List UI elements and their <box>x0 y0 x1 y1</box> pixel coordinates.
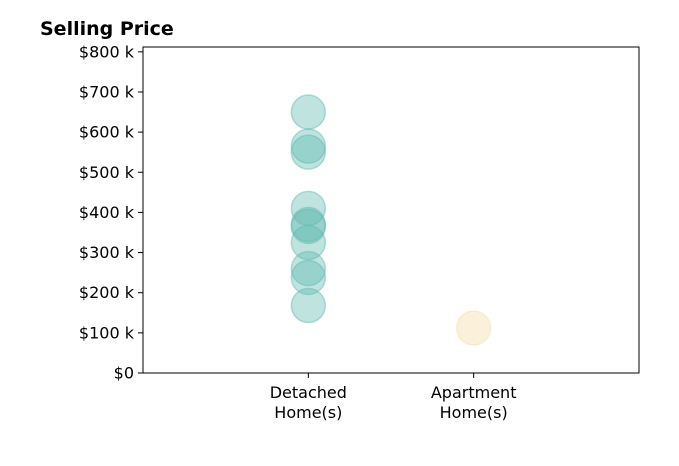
data-point-0-8 <box>290 259 327 296</box>
y-tick-label-5: $500 k <box>79 163 135 182</box>
data-point-1-0 <box>455 310 492 346</box>
y-tick-label-4: $400 k <box>79 203 135 222</box>
y-tick-label-3: $300 k <box>79 243 135 262</box>
marks-layer <box>290 94 492 346</box>
y-tick-label-8: $800 k <box>79 42 135 61</box>
data-point-0-9 <box>290 287 327 324</box>
chart-title: Selling Price <box>40 18 174 40</box>
data-point-0-7 <box>290 250 327 287</box>
plot-frame <box>142 46 640 374</box>
axes-layer: $0 $100 k $200 k $300 k $400 k $500 k $600 k $7… <box>79 42 640 422</box>
data-point-0-2 <box>290 134 327 170</box>
x-tick-label-0: Detached Home(s) <box>270 383 347 422</box>
y-tick-label-7: $700 k <box>79 82 135 101</box>
x-tick-label-1: Apartment Home(s) <box>431 383 517 422</box>
data-point-0-6 <box>290 224 327 261</box>
data-point-0-1 <box>290 128 327 164</box>
data-point-0-5 <box>290 208 327 245</box>
y-tick-label-2: $200 k <box>79 283 135 302</box>
y-tick-label-0: $0 <box>114 364 134 383</box>
data-point-0-0 <box>290 94 327 130</box>
data-point-0-4 <box>290 206 327 243</box>
y-tick-label-6: $600 k <box>79 123 135 142</box>
y-tick-label-1: $100 k <box>79 323 135 342</box>
data-point-0-3 <box>290 190 327 227</box>
